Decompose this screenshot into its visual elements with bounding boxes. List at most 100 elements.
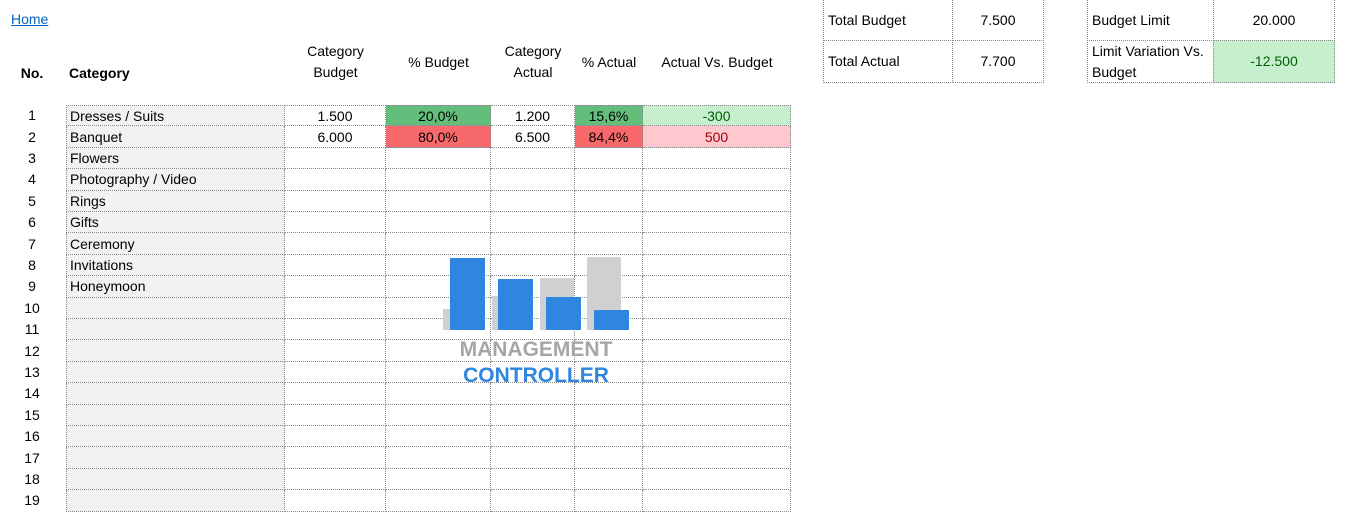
data-cell — [491, 490, 575, 512]
category-cell — [66, 340, 285, 362]
row-number: 7 — [28, 235, 36, 252]
data-cell: 6.500 — [491, 126, 575, 148]
data-cell — [285, 190, 386, 212]
category-cell: Gifts — [66, 212, 285, 234]
data-cell — [643, 383, 791, 405]
data-cell: 6.000 — [285, 126, 386, 148]
row-number: 18 — [24, 470, 40, 487]
data-cell — [285, 147, 386, 170]
data-cell — [386, 361, 491, 384]
row-number: 6 — [28, 214, 36, 231]
data-cell — [575, 447, 643, 469]
data-cell — [285, 426, 386, 448]
data-cell — [386, 319, 491, 341]
data-cell: 500 — [643, 126, 791, 148]
category-cell: Ceremony — [66, 233, 285, 255]
data-cell — [491, 190, 575, 212]
data-cell — [386, 383, 491, 405]
home-link[interactable]: Home — [11, 11, 49, 27]
row-number: 9 — [28, 278, 36, 295]
logo-text: MANAGEMENT — [460, 338, 613, 361]
header-cell: Category — [69, 64, 130, 81]
summary-value: -12.500 — [1213, 40, 1335, 83]
row-number: 15 — [24, 406, 40, 423]
data-cell — [386, 190, 491, 212]
data-cell — [575, 233, 643, 255]
data-cell — [575, 340, 643, 362]
data-cell — [575, 383, 643, 405]
summary-label: Total Budget — [823, 0, 953, 41]
data-cell — [386, 340, 491, 362]
row-number: 11 — [24, 321, 40, 338]
row-number: 2 — [28, 128, 36, 145]
category-cell — [66, 297, 285, 319]
data-cell: 80,0% — [386, 126, 491, 148]
data-cell — [285, 254, 386, 277]
row-number: 1 — [28, 107, 36, 124]
data-cell — [491, 340, 575, 362]
data-cell — [491, 447, 575, 469]
row-number: 17 — [24, 449, 40, 466]
data-cell — [386, 254, 491, 277]
summary-label: Total Actual — [823, 40, 953, 83]
data-cell — [285, 169, 386, 191]
header-cell: Actual Vs. Budget — [661, 53, 773, 70]
data-cell — [643, 404, 791, 426]
summary-value: 7.500 — [952, 0, 1044, 41]
row-number: 10 — [24, 299, 40, 316]
data-cell — [285, 383, 386, 405]
row-number: 3 — [28, 149, 36, 166]
data-cell — [643, 297, 791, 319]
logo-text: CONTROLLER — [463, 364, 609, 387]
data-cell — [491, 254, 575, 277]
category-cell: Rings — [66, 190, 285, 212]
row-number: 13 — [24, 363, 40, 380]
row-number: 8 — [28, 256, 36, 273]
data-cell — [491, 361, 575, 384]
data-cell — [643, 361, 791, 384]
data-cell — [285, 468, 386, 491]
data-cell: 20,0% — [386, 105, 491, 127]
data-cell — [491, 233, 575, 255]
data-cell — [386, 426, 491, 448]
data-cell — [575, 190, 643, 212]
row-number: 4 — [28, 171, 36, 188]
data-cell — [285, 340, 386, 362]
data-cell — [285, 404, 386, 426]
header-cell: No. — [20, 64, 44, 81]
logo-bar — [498, 279, 533, 330]
data-cell — [491, 169, 575, 191]
category-cell — [66, 361, 285, 384]
data-cell — [643, 426, 791, 448]
data-cell — [491, 468, 575, 491]
data-cell — [575, 319, 643, 341]
data-cell: 15,6% — [575, 105, 643, 127]
category-cell — [66, 447, 285, 469]
data-cell — [643, 319, 791, 341]
data-cell — [643, 276, 791, 298]
data-cell — [575, 468, 643, 491]
data-cell — [386, 233, 491, 255]
data-cell — [643, 254, 791, 277]
data-cell — [643, 468, 791, 491]
category-cell: Photography / Video — [66, 169, 285, 191]
data-cell: 1.200 — [491, 105, 575, 127]
row-number: 5 — [28, 192, 36, 209]
data-cell — [386, 169, 491, 191]
category-cell — [66, 490, 285, 512]
data-cell — [285, 297, 386, 319]
data-cell — [575, 169, 643, 191]
data-cell: 1.500 — [285, 105, 386, 127]
data-cell — [285, 233, 386, 255]
summary-value: 7.700 — [952, 40, 1044, 83]
logo-bar — [594, 310, 629, 330]
data-cell — [386, 297, 491, 319]
data-cell — [285, 361, 386, 384]
category-cell: Invitations — [66, 254, 285, 277]
category-cell — [66, 468, 285, 491]
data-cell — [491, 383, 575, 405]
data-cell — [285, 319, 386, 341]
data-cell — [643, 190, 791, 212]
logo: MANAGEMENT CONTROLLER — [443, 257, 629, 387]
